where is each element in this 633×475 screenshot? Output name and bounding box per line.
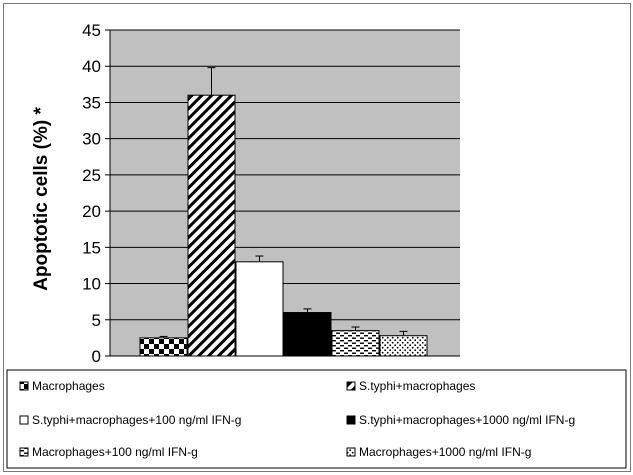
bar <box>139 337 188 357</box>
legend-swatch <box>346 415 356 425</box>
bar <box>283 312 332 357</box>
y-tick-label: 45 <box>82 21 101 40</box>
legend-swatch <box>19 415 29 425</box>
bar <box>187 94 236 357</box>
y-tick-label: 5 <box>92 311 101 330</box>
y-tick-label: 35 <box>82 93 101 112</box>
bar <box>235 261 284 357</box>
y-axis-label: Apoptotic cells (%) * <box>31 107 52 291</box>
bar <box>379 335 428 357</box>
bar <box>331 330 380 357</box>
chart-frame: Apoptotic cells (%) * 0 5 10 15 20 25 30 35 40 45… <box>3 3 631 472</box>
legend-label: Macrophages+1000 ng/ml IFN-g <box>359 445 531 459</box>
y-tick-label: 40 <box>82 57 101 76</box>
plot-background <box>110 30 460 356</box>
legend-swatch <box>346 447 356 457</box>
legend-swatch <box>346 381 356 391</box>
legend-label: S.typhi+macrophages <box>359 379 475 393</box>
plot-area: 0 5 10 15 20 25 30 35 40 45 <box>82 21 460 366</box>
legend-label: S.typhi+macrophages+1000 ng/ml IFN-g <box>359 413 575 427</box>
legend-label: Macrophages+100 ng/ml IFN-g <box>32 445 198 459</box>
legend-label: Macrophages <box>32 379 105 393</box>
y-tick-label: 10 <box>82 275 101 294</box>
y-tick-label: 20 <box>82 202 101 221</box>
y-tick-label: 15 <box>82 238 101 257</box>
y-tick-label: 30 <box>82 130 101 149</box>
legend: Macrophages S.typhi+macrophages S.typhi+ma… <box>6 369 627 469</box>
legend-box <box>6 369 627 469</box>
legend-swatch <box>19 447 29 457</box>
y-tick-label: 25 <box>82 166 101 185</box>
chart: Apoptotic cells (%) * 0 5 10 15 20 25 30 35 40 45… <box>6 21 627 469</box>
y-tick-label: 0 <box>92 347 101 366</box>
legend-label: S.typhi+macrophages+100 ng/ml IFN-g <box>32 413 241 427</box>
legend-swatch <box>19 381 29 391</box>
